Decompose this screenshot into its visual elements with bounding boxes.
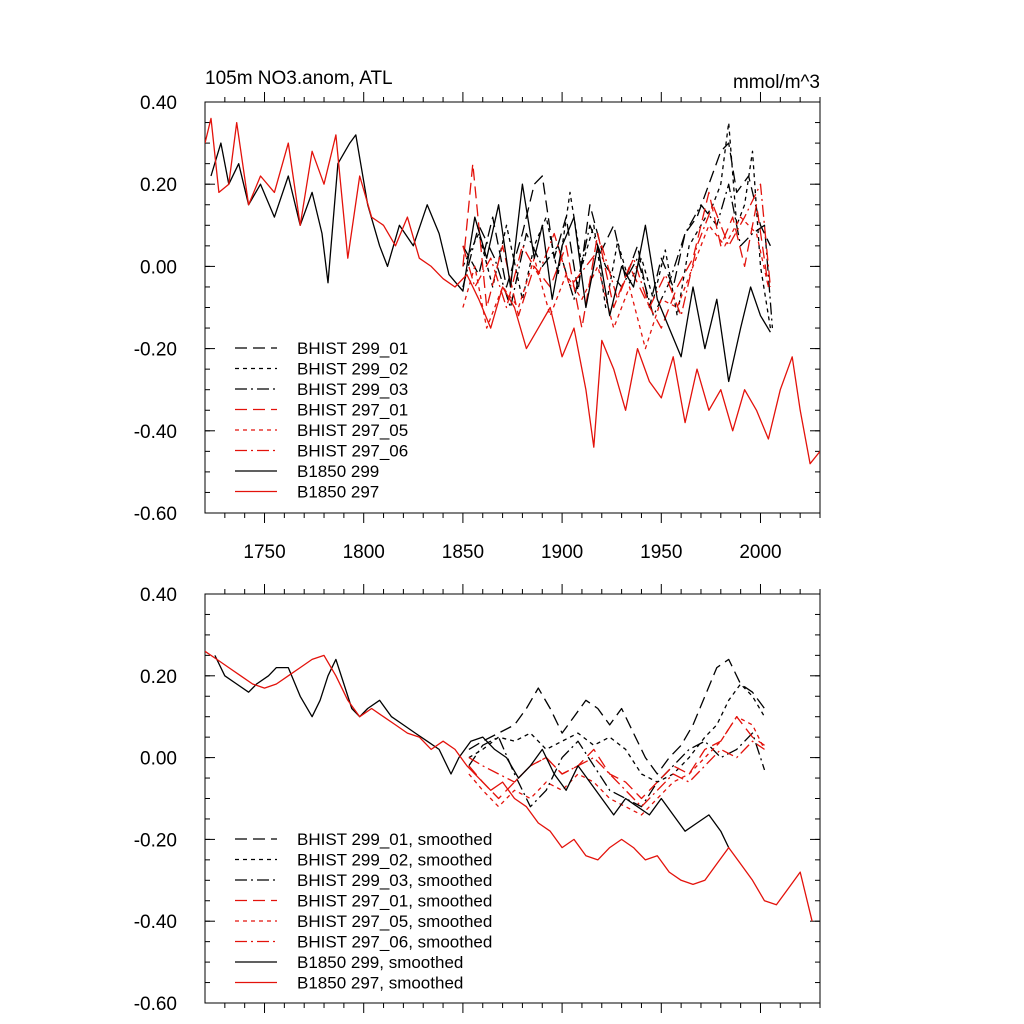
series-line-bhist-297-01 <box>462 163 770 329</box>
y-tick-label: -0.40 <box>134 912 177 933</box>
y-tick-label: 0.00 <box>140 257 177 278</box>
series-line-b1850-299 <box>210 134 771 383</box>
y-tick-label: -0.20 <box>134 340 177 361</box>
legend-label: B1850 299, smoothed <box>297 953 463 972</box>
x-tick-label: 1800 <box>343 542 385 563</box>
legend-label: B1850 299 <box>297 462 379 481</box>
x-tick-label: 2000 <box>739 542 781 563</box>
legend-label: B1850 297, smoothed <box>297 974 463 993</box>
chart-2: 0.40 0.20 0.00 -0.20 -0.40 -0.60 BHIST 299_01,… <box>134 584 821 1015</box>
series-line-bhist-297-05-smoothed <box>468 716 766 816</box>
legend: BHIST 299_01, smoothed BHIST 299_02, smoo… <box>235 830 492 993</box>
series-group <box>205 117 820 465</box>
legend-label: BHIST 297_05, smoothed <box>297 912 492 931</box>
x-tick-label: 1750 <box>243 542 285 563</box>
series-line-b1850-297 <box>205 117 820 465</box>
series-line-bhist-297-01-smoothed <box>468 716 765 800</box>
series-line-bhist-297-06-smoothed <box>468 740 765 808</box>
y-tick-label: 0.20 <box>140 175 177 196</box>
legend-label: BHIST 299_03 <box>297 380 408 399</box>
legend-label: BHIST 297_01, smoothed <box>297 892 492 911</box>
y-tick-label: 0.20 <box>140 667 177 688</box>
y-tick-label: -0.20 <box>134 830 177 851</box>
y-tick-label: 0.00 <box>140 749 177 770</box>
legend-label: BHIST 299_01 <box>297 339 408 358</box>
series-line-bhist-299-03 <box>462 183 774 329</box>
y-tick-label: 0.40 <box>140 585 177 606</box>
series-line-bhist-299-01-smoothed <box>468 658 766 775</box>
y-tick-label: -0.60 <box>134 504 177 525</box>
series-line-bhist-299-02-smoothed <box>468 683 766 783</box>
y-tick-label: -0.60 <box>134 994 177 1015</box>
series-line-bhist-297-06 <box>462 183 772 317</box>
legend-label: B1850 297 <box>297 483 379 502</box>
legend-label: BHIST 299_01, smoothed <box>297 830 492 849</box>
legend-label: BHIST 297_06 <box>297 442 408 461</box>
y-tick-label: 0.40 <box>140 93 177 114</box>
chart-1: 0.40 0.20 0.00 -0.20 -0.40 -0.60 1750 1800 1850 1… <box>134 68 821 563</box>
series-line-b1850-297-smoothed <box>205 650 813 922</box>
x-tick-label: 1850 <box>442 542 484 563</box>
legend-label: BHIST 297_01 <box>297 401 408 420</box>
legend-label: BHIST 299_02 <box>297 360 408 379</box>
x-tick-label: 1900 <box>541 542 583 563</box>
chart-title: 105m NO3.anom, ATL <box>205 68 393 89</box>
series-line-bhist-299-01 <box>462 142 771 309</box>
units-label: mmol/m^3 <box>733 72 820 93</box>
series-group <box>205 650 813 922</box>
legend-label: BHIST 299_02, smoothed <box>297 851 492 870</box>
legend-label: BHIST 297_06, smoothed <box>297 933 492 952</box>
legend-label: BHIST 299_03, smoothed <box>297 871 492 890</box>
series-line-bhist-299-02 <box>462 121 772 329</box>
y-tick-label: -0.40 <box>134 422 177 443</box>
legend-label: BHIST 297_05 <box>297 421 408 440</box>
x-tick-label: 1950 <box>640 542 682 563</box>
series-line-b1850-299-smoothed <box>214 655 730 848</box>
